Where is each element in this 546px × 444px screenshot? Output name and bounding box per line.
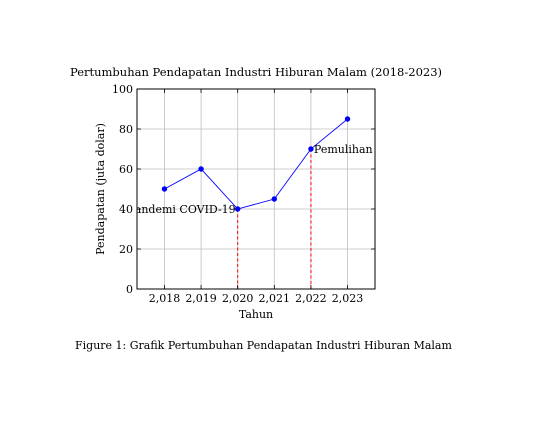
x-tick-label: 2,018	[149, 292, 181, 305]
data-point	[234, 206, 241, 212]
data-point	[198, 166, 204, 172]
chart-title: Pertumbuhan Pendapatan Industri Hiburan …	[70, 65, 442, 79]
axis-ticks: 2,018 2,019 2,020 2,021 2,022 2,023 0 20 40 60 80 1…	[112, 83, 375, 305]
drop-lines	[237, 149, 312, 289]
data-point	[344, 116, 351, 122]
x-tick-label: 2,021	[259, 292, 291, 305]
y-tick-label: 60	[119, 163, 133, 176]
grid	[137, 88, 375, 290]
y-tick-label: 80	[119, 123, 133, 136]
y-tick-label: 100	[112, 83, 133, 96]
series-line	[164, 118, 348, 210]
y-tick-label: 40	[119, 203, 133, 216]
figure-caption: Figure 1: Grafik Pertumbuhan Pendapatan …	[75, 339, 452, 352]
y-tick-label: 20	[119, 243, 133, 256]
y-axis-label: Pendapatan (juta dolar)	[94, 123, 107, 255]
x-tick-label: 2,020	[222, 292, 254, 305]
data-point	[271, 196, 278, 202]
x-tick-label: 2,023	[332, 292, 364, 305]
data-point	[308, 146, 314, 152]
annotations: Pandemi COVID-19 Pemulihan	[128, 143, 373, 216]
series	[161, 116, 351, 212]
x-axis-label: Tahun	[239, 308, 273, 321]
x-tick-label: 2,022	[295, 292, 327, 305]
data-point	[161, 186, 168, 192]
annotation-label: Pemulihan	[314, 143, 373, 156]
plot-frame	[136, 88, 376, 290]
annotation-label: Pandemi COVID-19	[128, 203, 236, 216]
line-chart: 2,018 2,019 2,020 2,021 2,022 2,023 0 20 40 60 80 1…	[70, 65, 442, 321]
x-tick-label: 2,019	[185, 292, 217, 305]
y-tick-label: 0	[126, 283, 133, 296]
